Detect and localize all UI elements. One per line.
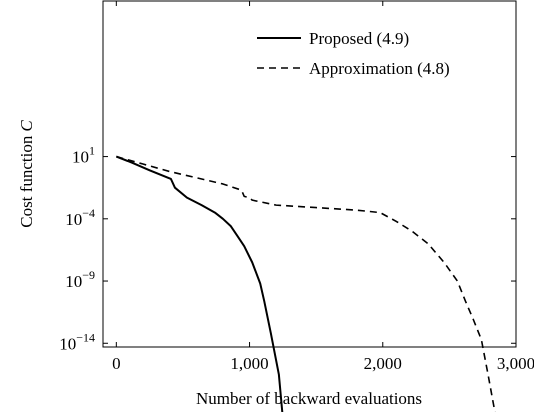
- y-tick-label: 10−9: [65, 268, 95, 291]
- series-line-proposed: [115, 155, 284, 412]
- legend-label-approximation: Approximation (4.8): [309, 59, 450, 78]
- y-axis-title-text: Cost function: [17, 135, 36, 228]
- y-tick-label: 10−4: [65, 206, 95, 229]
- x-tick-label: 2,000: [364, 354, 402, 373]
- x-axis-ticks: 0 1,000 2,000 3,000: [112, 1, 534, 373]
- series-layer: [115, 155, 496, 412]
- x-tick-label: 3,000: [497, 354, 534, 373]
- plot-frame: [102, 0, 517, 348]
- x-tick-label: 1,000: [230, 354, 268, 373]
- y-axis-ticks: 101 10−4 10−9 10−14: [59, 144, 516, 353]
- y-tick-label: 10−14: [59, 330, 95, 353]
- legend: Proposed (4.9) Approximation (4.8): [257, 29, 450, 78]
- x-tick-label: 0: [112, 354, 121, 373]
- series-line-approximation: [116, 155, 496, 412]
- y-axis-title-symbol: C: [17, 120, 36, 132]
- y-axis-title: Cost function C: [17, 120, 36, 228]
- x-axis-title: Number of backward evaluations: [196, 389, 422, 408]
- legend-label-proposed: Proposed (4.9): [309, 29, 409, 48]
- y-tick-label: 101: [72, 144, 95, 167]
